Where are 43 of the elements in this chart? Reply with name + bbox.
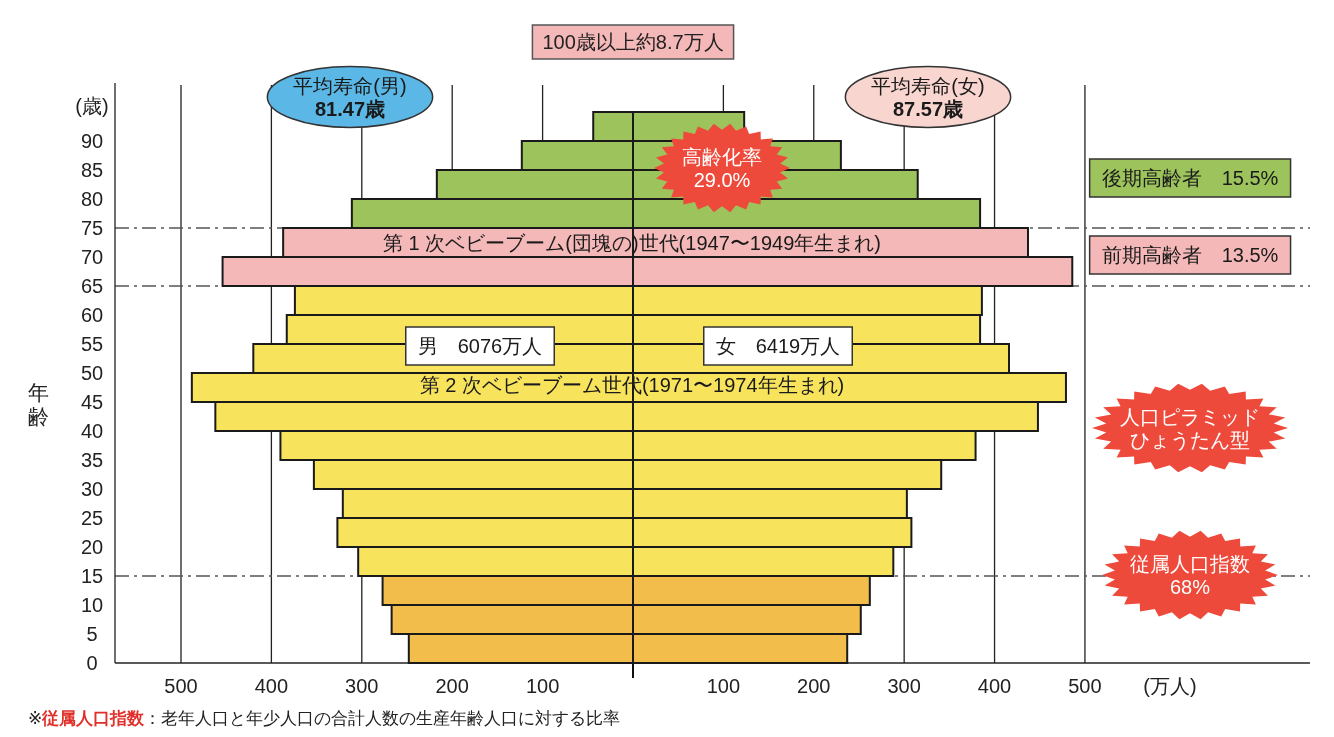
annotation: 平均寿命(男)81.47歳	[293, 74, 407, 120]
y-tick-label: 45	[80, 391, 104, 413]
y-tick-label: 75	[80, 217, 104, 239]
annotation: 平均寿命(女)87.57歳	[871, 74, 985, 120]
annotation: 前期高齢者 13.5%	[1101, 244, 1279, 266]
y-tick-label: 50	[80, 362, 104, 384]
x-tick-label: 300	[887, 675, 921, 697]
y-tick-label: (歳)	[75, 95, 109, 118]
y-tick-label: 90	[80, 130, 104, 152]
x-tick-label: 300	[345, 675, 379, 697]
annotation: 高齢化率29.0%	[682, 145, 762, 191]
annotation: 人口ピラミッドひょうたん型	[1120, 405, 1260, 451]
annotation: 従属人口指数68%	[1130, 552, 1250, 598]
annotation: 女 6419万人	[715, 335, 841, 357]
y-tick-label: 85	[80, 159, 104, 181]
y-tick-label: 70	[80, 246, 104, 268]
annotation: ※従属人口指数：老年人口と年少人口の合計人数の生産年齢人口に対する比率	[28, 709, 621, 728]
y-tick-label: 80	[80, 188, 104, 210]
y-tick-label: 25	[80, 507, 104, 529]
y-tick-label: 15	[80, 565, 104, 587]
y-tick-label: 10	[80, 594, 104, 616]
x-tick-label: 500	[164, 675, 198, 697]
y-tick-label: 60	[80, 304, 104, 326]
y-tick-label: 55	[80, 333, 104, 355]
y-tick-label: 65	[80, 275, 104, 297]
y-tick-label: 0	[86, 652, 98, 674]
y-axis-title: 年齢	[27, 381, 49, 428]
y-tick-label: 35	[80, 449, 104, 471]
x-tick-label: 500	[1068, 675, 1102, 697]
x-tick-label: 400	[977, 675, 1012, 697]
annotation: 男 6076万人	[417, 335, 543, 357]
x-tick-label: 100	[706, 675, 741, 697]
x-tick-label: 200	[797, 675, 831, 697]
x-tick-label: 400	[254, 675, 289, 697]
x-tick-label: 200	[435, 675, 469, 697]
y-tick-label: 40	[80, 420, 104, 442]
x-tick-label: 100	[525, 675, 560, 697]
chart-title: 100歳以上約8.7万人	[542, 31, 724, 53]
y-tick-label: 20	[80, 536, 104, 558]
x-axis-title: (万人)	[1143, 675, 1197, 697]
y-tick-label: 30	[80, 478, 104, 500]
annotation: 後期高齢者 15.5%	[1101, 167, 1279, 189]
y-tick-label: 5	[86, 623, 98, 645]
